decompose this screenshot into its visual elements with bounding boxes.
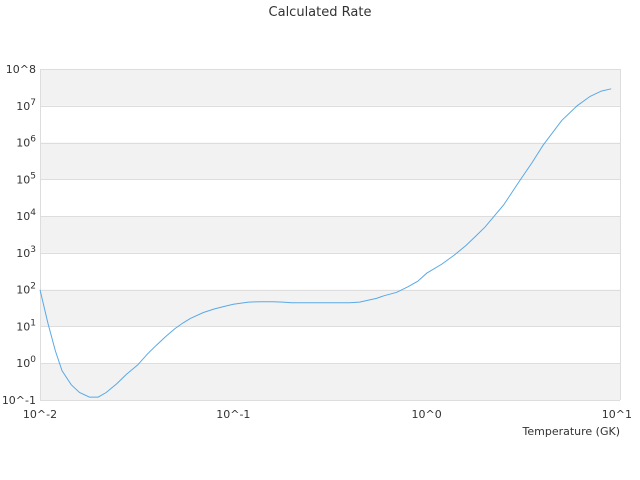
y-tick-label: 101 [16, 318, 36, 333]
alternate-bands [40, 69, 620, 400]
chart-title: Calculated Rate [269, 5, 372, 20]
band [40, 142, 620, 180]
x-tick-label: 10^-2 [23, 408, 57, 421]
y-tick-label: 104 [16, 208, 36, 223]
band [40, 363, 620, 400]
y-tick-label: 100 [16, 355, 36, 370]
y-tick-label: 102 [16, 282, 36, 297]
y-tick-label: 105 [16, 171, 36, 186]
x-tick-label: 10^-1 [216, 408, 250, 421]
y-axis-ticks: 10^-1 100 101 102 103 104 105 106 107 10^8 [2, 63, 36, 407]
band [40, 289, 620, 327]
rate-series-line [39, 88, 612, 398]
y-tick-label: 106 [16, 135, 36, 150]
x-axis-ticks: 10^-2 10^-1 10^0 10^1 [23, 408, 632, 421]
x-axis-title: Temperature (GK) [522, 425, 621, 438]
y-tick-label: 10^-1 [2, 394, 36, 407]
x-tick-label: 10^0 [412, 408, 442, 421]
y-tick-label: 103 [16, 245, 36, 260]
y-tick-label: 10^8 [6, 63, 36, 76]
band [40, 216, 620, 253]
x-tick-label: 10^1 [602, 408, 632, 421]
y-tick-label: 107 [16, 98, 36, 113]
band [40, 69, 620, 106]
grid-lines [40, 69, 621, 401]
